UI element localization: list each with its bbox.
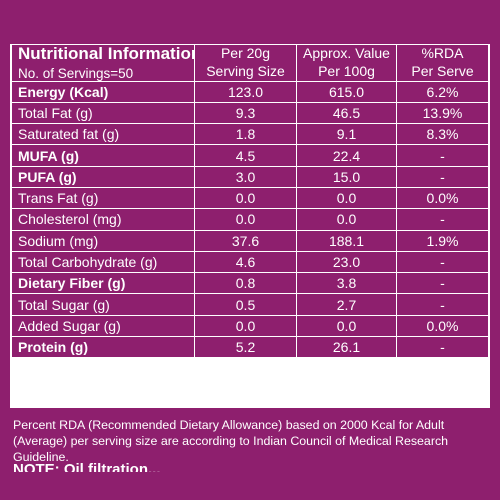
value-rda: 1.9% [397,230,488,252]
nutrient-name: Total Carbohydrate (g) [12,251,195,274]
value-per-serving: 0.5 [195,294,297,316]
value-rda: - [397,294,488,316]
value-rda: - [397,145,488,167]
value-per-serving: 1.8 [195,124,297,146]
header-per-serving-line1: Per 20g [220,45,271,62]
value-per-100g: 26.1 [297,337,397,359]
header-rda-line2: Per Serve [411,62,474,79]
table-header-row: Nutritional Information No. of Servings=… [12,45,488,82]
value-rda: 6.2% [397,81,488,103]
value-rda: - [397,209,488,231]
header-per-100g: Approx. Value Per 100g [297,45,397,82]
table-title: Nutritional Information [18,45,195,63]
value-per-100g: 188.1 [297,230,397,252]
value-per-serving: 9.3 [195,102,297,125]
value-per-100g: 23.0 [297,251,397,274]
value-per-serving: 4.6 [195,251,297,274]
table-row: Total Fat (g) 9.3 46.5 13.9% [12,102,488,125]
value-per-100g: 22.4 [297,145,397,167]
value-rda: - [397,337,488,359]
value-rda: - [397,166,488,188]
cut-off-note: NOTE: Oil filtration... [13,452,493,472]
value-per-serving: 4.5 [195,145,297,167]
value-per-serving: 0.8 [195,273,297,295]
nutrient-name: Added Sugar (g) [12,315,195,338]
value-rda: 0.0% [397,187,488,210]
nutrient-name: Total Fat (g) [12,102,195,125]
table-row: PUFA (g) 3.0 15.0- [12,166,488,188]
table-row: Cholesterol (mg) 0.0 0.0- [12,209,488,231]
nutrient-name: PUFA (g) [12,166,195,188]
value-per-serving: 5.2 [195,337,297,359]
value-per-100g: 0.0 [297,315,397,338]
header-rda: %RDA Per Serve [397,45,488,82]
nutrient-name: Energy (Kcal) [12,81,195,103]
nutrient-name: Cholesterol (mg) [12,209,195,231]
nutrition-table: Nutritional Information No. of Servings=… [12,45,488,359]
value-per-serving: 37.6 [195,230,297,252]
header-per-100g-line1: Approx. Value [303,45,390,62]
table-row: Sodium (mg) 37.6 188.1 1.9% [12,230,488,252]
table-row: Dietary Fiber (g) 0.8 3.8- [12,273,488,295]
header-title-cell: Nutritional Information No. of Servings=… [12,45,195,82]
value-per-serving: 0.0 [195,315,297,338]
value-rda: - [397,251,488,274]
nutrient-name: Saturated fat (g) [12,124,195,146]
nutrient-name: MUFA (g) [12,145,195,167]
nutrient-name: Total Sugar (g) [12,294,195,316]
header-per-100g-line2: Per 100g [318,62,375,79]
header-per-serving-line2: Serving Size [206,62,285,79]
value-rda: 0.0% [397,315,488,338]
table-row: MUFA (g) 4.5 22.4- [12,145,488,167]
value-per-100g: 15.0 [297,166,397,188]
value-per-serving: 3.0 [195,166,297,188]
nutrient-name: Sodium (mg) [12,230,195,252]
table-row: Energy (Kcal) 123.0 615.0 6.2% [12,81,488,103]
value-per-100g: 0.0 [297,187,397,210]
value-per-serving: 123.0 [195,81,297,103]
value-rda: - [397,273,488,295]
nutrient-name: Dietary Fiber (g) [12,273,195,295]
table-row: Saturated fat (g) 1.8 9.1 8.3% [12,124,488,146]
value-per-100g: 3.8 [297,273,397,295]
servings-count: No. of Servings=50 [18,66,134,81]
value-per-100g: 9.1 [297,124,397,146]
value-per-100g: 46.5 [297,102,397,125]
table-row: Protein (g) 5.2 26.1- [12,337,488,359]
value-rda: 8.3% [397,124,488,146]
table-row: Total Sugar (g) 0.5 2.7- [12,294,488,316]
table-row: Total Carbohydrate (g) 4.6 23.0- [12,251,488,274]
rda-footnote: Percent RDA (Recommended Dietary Allowan… [13,418,449,464]
value-per-100g: 615.0 [297,81,397,103]
table-row: Added Sugar (g) 0.0 0.0 0.0% [12,315,488,338]
value-rda: 13.9% [397,102,488,125]
value-per-serving: 0.0 [195,209,297,231]
header-per-serving: Per 20g Serving Size [195,45,297,82]
value-per-100g: 2.7 [297,294,397,316]
cut-off-note-text: NOTE: Oil filtration... [13,461,161,472]
nutrient-name: Trans Fat (g) [12,187,195,210]
nutrient-name: Protein (g) [12,337,195,359]
value-per-serving: 0.0 [195,187,297,210]
header-rda-line1: %RDA [421,45,464,62]
table-row: Trans Fat (g) 0.0 0.0 0.0% [12,187,488,210]
value-per-100g: 0.0 [297,209,397,231]
